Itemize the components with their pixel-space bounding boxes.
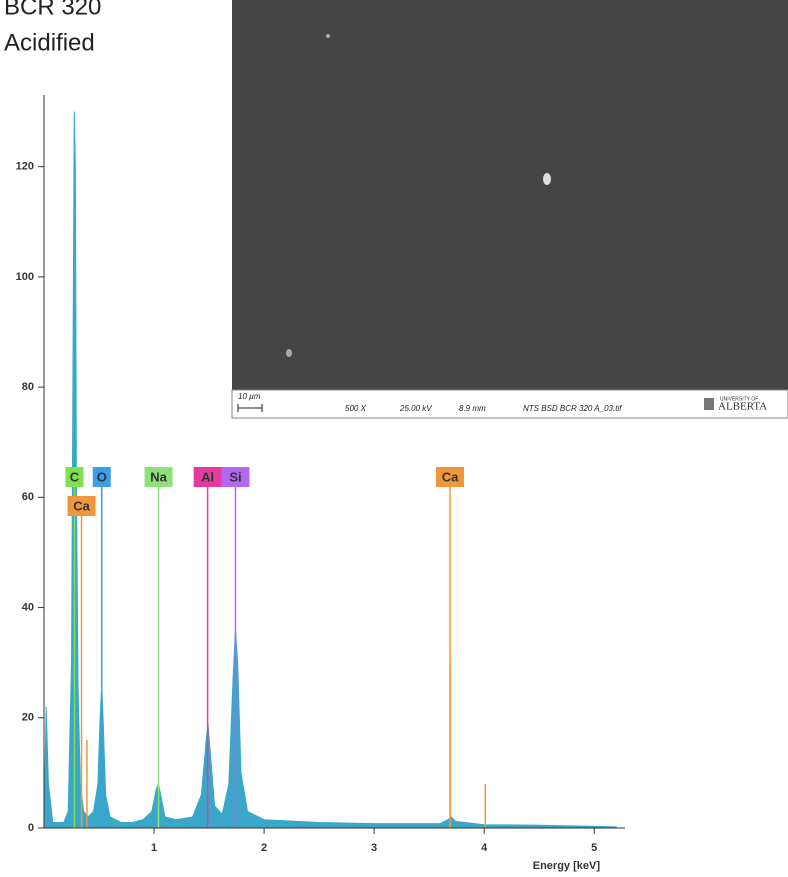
plot: C O Ca Na Al Si Ca 0 20 40 60 80 100 120 1 2 3 4 5 Energy [… [16, 95, 625, 872]
title-line: BCR 320 [4, 0, 101, 20]
element-label: O [97, 469, 107, 484]
element-label: Si [229, 469, 241, 484]
logo-crest [704, 398, 714, 410]
x-tick-label: 1 [151, 842, 157, 854]
element-label: Na [150, 469, 167, 484]
element-label-box [193, 467, 222, 487]
element-label: Ca [73, 498, 90, 513]
x-tick-label: 5 [591, 842, 597, 854]
element-label-box [92, 467, 111, 487]
y-tick-label: 80 [22, 381, 34, 393]
sem-file: NTS BSD BCR 320 A_03.tif [523, 404, 622, 413]
element-label-box [221, 467, 250, 487]
y-tick-label: 100 [16, 271, 34, 283]
sem-wd: 8.9 mm [459, 404, 486, 413]
particle [286, 349, 292, 357]
element-label: Al [201, 469, 214, 484]
particle [543, 173, 551, 185]
y-tick-label: 40 [22, 601, 34, 613]
logo-top: UNIVERSITY OF [720, 396, 758, 402]
sem-kv: 25.00 kV [399, 404, 432, 413]
y-tick-label: 20 [22, 712, 34, 724]
element-label-box [65, 467, 84, 487]
x-tick-label: 2 [261, 842, 267, 854]
particle [326, 34, 330, 38]
element-label-box [144, 467, 173, 487]
scale-bar [237, 404, 263, 412]
y-tick-label: 0 [28, 822, 34, 834]
element-label-box [67, 496, 96, 516]
x-tick-label: 3 [371, 842, 377, 854]
scale-label: 10 µm [238, 392, 261, 401]
x-tick-label: 4 [481, 842, 488, 854]
sem-image: 10 µm 500 X 25.00 kV 8.9 mm NTS BSD BCR … [231, 0, 788, 419]
sem-info-bar [231, 389, 788, 419]
element-label-box [436, 467, 465, 487]
element-label: Ca [442, 469, 459, 484]
y-tick-label: 60 [22, 491, 34, 503]
x-axis-title: Energy [keV] [533, 860, 601, 872]
logo: ALBERTA [718, 401, 767, 413]
sem-mag: 500 X [345, 404, 367, 413]
y-tick-label: 120 [16, 161, 34, 173]
title-line: Acidified [4, 29, 95, 56]
sem-photo [232, 0, 788, 390]
element-label: C [70, 469, 80, 484]
